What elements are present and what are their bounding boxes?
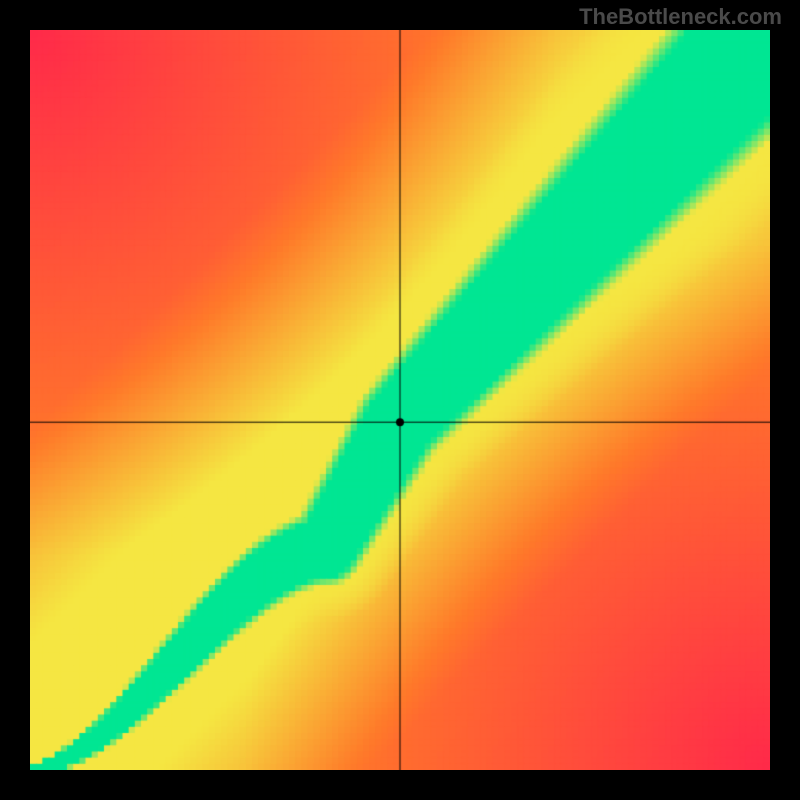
watermark-text: TheBottleneck.com bbox=[579, 4, 782, 30]
heatmap-canvas bbox=[30, 30, 770, 770]
heatmap-plot bbox=[30, 30, 770, 770]
chart-container: TheBottleneck.com bbox=[0, 0, 800, 800]
